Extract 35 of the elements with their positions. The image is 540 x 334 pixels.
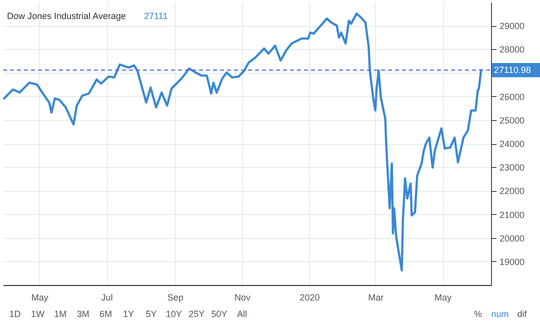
text: 1M — [54, 309, 67, 319]
ref-line-label: 27110.98 — [494, 65, 531, 76]
x-tick-label: Sep — [167, 292, 184, 302]
text: 10Y — [166, 309, 182, 319]
y-tick-label: 23000 — [500, 162, 525, 173]
text: 27111 — [144, 11, 168, 21]
text: 50Y — [211, 309, 228, 319]
x-tick-label: 2020 — [300, 292, 320, 302]
y-tick-label: 21000 — [500, 210, 525, 220]
y-tick-label: 29000 — [500, 21, 525, 32]
text: All — [236, 309, 248, 319]
x-tick-label: May — [434, 292, 452, 302]
text: 3M — [76, 309, 90, 319]
y-tick-label: 24000 — [500, 139, 525, 149]
text: Dow Jones Industrial Average — [7, 11, 126, 21]
x-tick-label: Nov — [234, 292, 252, 302]
y-tick-label: 20000 — [500, 233, 525, 244]
text: 25Y — [188, 309, 205, 319]
text: dif — [517, 309, 528, 319]
x-tick-label: Mar — [368, 292, 384, 302]
text: num — [491, 309, 509, 319]
y-tick-label: 26000 — [500, 92, 525, 102]
text: 1W — [30, 309, 45, 319]
text: 6M — [100, 309, 112, 319]
x-tick-label: Jul — [101, 292, 113, 302]
text: 1Y — [122, 309, 134, 319]
y-tick-label: 22000 — [500, 186, 525, 196]
y-tick-label: 19000 — [500, 256, 525, 267]
text: 1D — [9, 309, 22, 319]
text: % — [474, 309, 482, 319]
x-tick-label: May — [31, 292, 49, 302]
y-tick-label: 25000 — [500, 115, 525, 126]
line-series — [2, 12, 482, 272]
y-tick-label: 28000 — [500, 44, 525, 55]
text: 5Y — [146, 309, 157, 319]
